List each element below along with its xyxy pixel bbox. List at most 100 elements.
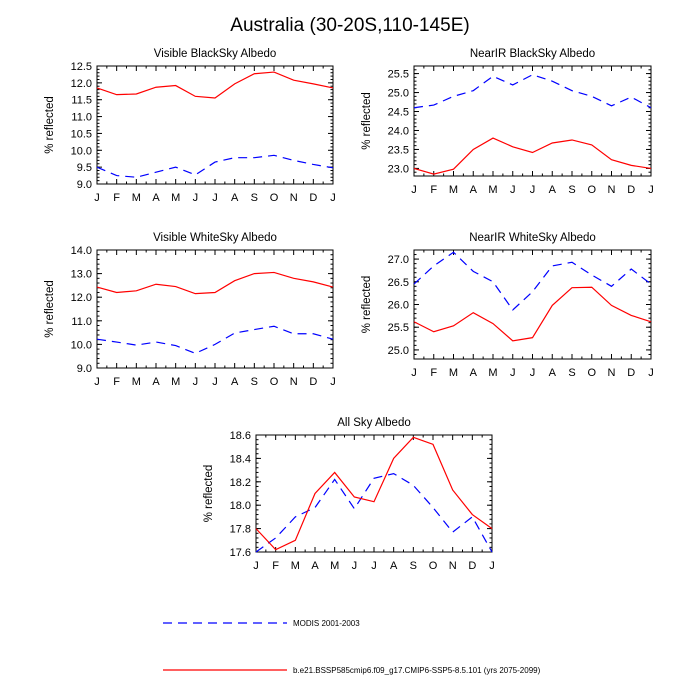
x-tick-label: J — [371, 560, 377, 572]
y-tick-label: 9.0 — [77, 363, 92, 375]
y-tick-label: 10.0 — [71, 145, 92, 157]
plot-frame — [96, 249, 334, 369]
y-tick-label: 11.0 — [71, 112, 92, 124]
x-tick-label: J — [352, 560, 358, 572]
y-tick-label: 11.0 — [71, 316, 92, 328]
x-tick-label: J — [489, 560, 495, 572]
x-tick-label: F — [430, 184, 437, 196]
x-tick-label: D — [309, 376, 317, 388]
x-tick-label: A — [152, 376, 160, 388]
legend-label: b.e21.BSSP585cmip6.f09_g17.CMIP6-SSP5-8.… — [293, 666, 541, 675]
y-tick-label: 18.2 — [230, 477, 251, 489]
y-tick-label: 13.0 — [71, 269, 92, 281]
x-tick-label: S — [251, 192, 258, 204]
x-tick-label: F — [272, 560, 279, 572]
x-tick-label: M — [291, 560, 300, 572]
x-tick-label: O — [587, 184, 596, 196]
model-series-line — [96, 71, 334, 99]
x-tick-label: A — [311, 560, 319, 572]
x-tick-label: J — [530, 367, 536, 379]
x-tick-label: J — [94, 192, 100, 204]
y-tick-label: 25.5 — [388, 69, 409, 81]
x-tick-label: J — [648, 367, 654, 379]
x-tick-label: A — [231, 376, 239, 388]
plot-frame — [96, 65, 334, 185]
panel-title: All Sky Albedo — [337, 417, 411, 429]
x-tick-label: M — [488, 367, 497, 379]
x-tick-label: J — [212, 376, 218, 388]
y-tick-label: 18.4 — [230, 453, 251, 465]
x-tick-label: A — [470, 184, 478, 196]
y-tick-label: 23.0 — [388, 163, 409, 175]
x-tick-label: M — [330, 560, 339, 572]
y-tick-label: 17.6 — [230, 547, 251, 559]
x-tick-label: D — [627, 367, 635, 379]
x-tick-label: D — [309, 192, 317, 204]
y-tick-label: 25.0 — [388, 345, 409, 357]
x-tick-label: J — [253, 560, 259, 572]
x-tick-label: M — [171, 192, 180, 204]
x-tick-label: J — [411, 184, 417, 196]
x-tick-label: M — [449, 367, 458, 379]
x-tick-label: F — [430, 367, 437, 379]
x-tick-label: M — [132, 192, 141, 204]
x-tick-label: S — [568, 367, 575, 379]
x-tick-label: J — [510, 367, 516, 379]
panel-title: Visible BlackSky Albedo — [154, 48, 277, 60]
x-tick-label: A — [549, 367, 557, 379]
y-tick-label: 27.0 — [388, 254, 409, 266]
y-tick-label: 11.5 — [71, 95, 92, 107]
x-tick-label: A — [231, 192, 239, 204]
x-tick-label: S — [251, 376, 258, 388]
y-axis-label: % reflected — [203, 465, 215, 523]
x-tick-label: A — [390, 560, 398, 572]
modis-series-line — [413, 251, 652, 311]
x-tick-label: A — [549, 184, 557, 196]
x-tick-label: O — [270, 192, 279, 204]
x-tick-label: A — [470, 367, 478, 379]
x-tick-label: J — [212, 192, 218, 204]
y-tick-label: 9.5 — [77, 162, 92, 174]
x-tick-label: D — [627, 184, 635, 196]
y-axis-label: % reflected — [44, 96, 56, 154]
x-tick-label: J — [193, 376, 199, 388]
x-tick-label: A — [152, 192, 160, 204]
legend: MODIS 2001-2003 b.e21.BSSP585cmip6.f09_g1… — [163, 619, 541, 675]
x-tick-label: J — [510, 184, 516, 196]
x-tick-label: J — [193, 192, 199, 204]
y-tick-label: 18.6 — [230, 430, 251, 442]
y-tick-label: 17.8 — [230, 524, 251, 536]
figure-title: Australia (30-20S,110-145E) — [230, 15, 469, 36]
x-tick-label: F — [113, 376, 120, 388]
panel-title: NearIR BlackSky Albedo — [470, 48, 595, 60]
y-tick-label: 26.0 — [388, 300, 409, 312]
plot-frame — [255, 434, 493, 553]
x-tick-label: J — [530, 184, 536, 196]
x-tick-label: M — [132, 376, 141, 388]
x-tick-label: O — [270, 376, 279, 388]
model-series-line — [255, 436, 493, 551]
y-tick-label: 24.0 — [388, 125, 409, 137]
panel-title: NearIR WhiteSky Albedo — [469, 232, 596, 244]
y-axis-label: % reflected — [44, 280, 56, 338]
x-tick-label: N — [608, 367, 616, 379]
x-tick-label: M — [488, 184, 497, 196]
x-tick-label: N — [290, 192, 298, 204]
x-tick-label: N — [290, 376, 298, 388]
x-tick-label: J — [330, 192, 336, 204]
model-series-line — [413, 137, 652, 175]
x-tick-label: S — [410, 560, 417, 572]
x-tick-label: M — [171, 376, 180, 388]
x-tick-label: J — [411, 367, 417, 379]
y-tick-label: 24.5 — [388, 107, 409, 119]
y-tick-label: 12.5 — [71, 61, 92, 73]
y-axis-label: % reflected — [361, 276, 373, 334]
plot-frame — [413, 65, 652, 177]
x-tick-label: N — [608, 184, 616, 196]
